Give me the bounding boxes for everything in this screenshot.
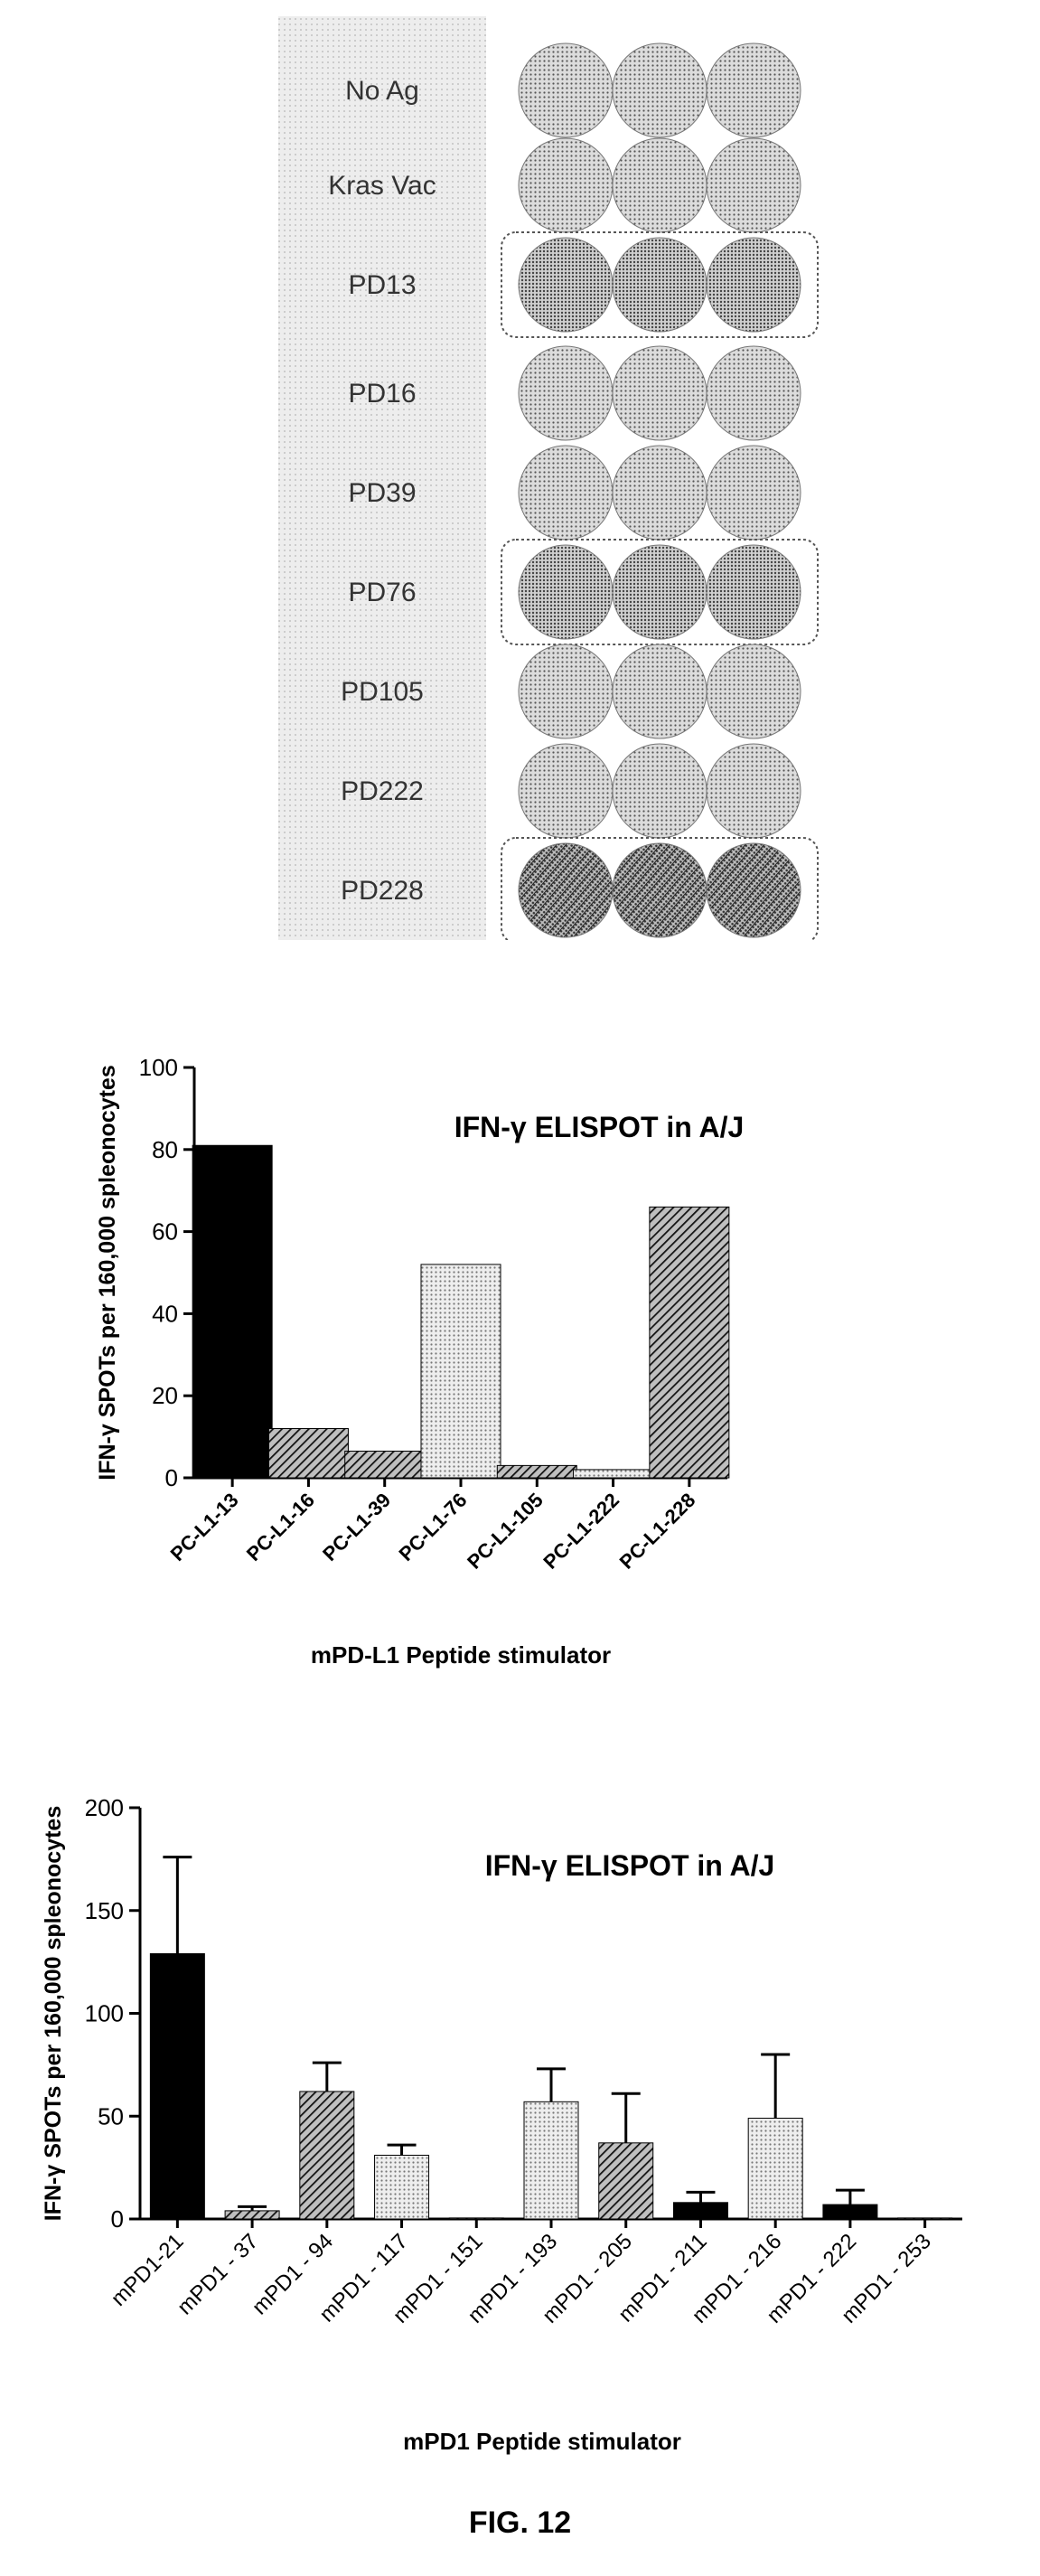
bar	[344, 1450, 426, 1479]
elispot-well	[612, 644, 707, 739]
x-axis-label: mPD-L1 Peptide stimulator	[311, 1641, 611, 1669]
well-row: PD76	[348, 539, 819, 645]
elispot-well	[706, 137, 801, 233]
y-tick-label: 200	[85, 1794, 124, 1821]
well-row: PD13	[348, 231, 819, 338]
bar	[374, 2154, 430, 2220]
chart-title: IFN-γ ELISPOT in A/J	[454, 1111, 745, 1143]
elispot-well	[612, 842, 707, 938]
well-highlight-box	[501, 539, 819, 645]
well-row-label: PD13	[348, 270, 416, 300]
bar	[192, 1144, 273, 1479]
well-row: PD39	[348, 445, 801, 541]
y-tick-label: 20	[152, 1382, 178, 1409]
well-row: PD222	[341, 743, 801, 839]
elispot-well	[518, 743, 614, 839]
elispot-well	[612, 42, 707, 138]
well-row-label: No Ag	[345, 76, 419, 106]
well-row-label: PD105	[341, 677, 424, 707]
elispot-well	[518, 42, 614, 138]
y-tick-label: 100	[85, 2000, 124, 2027]
y-tick-label: 60	[152, 1218, 178, 1246]
elispot-well	[706, 445, 801, 541]
well-highlight-box	[501, 231, 819, 338]
bar	[649, 1206, 730, 1479]
elispot-well	[518, 237, 614, 333]
elispot-well	[518, 842, 614, 938]
elispot-well	[612, 445, 707, 541]
well-row-label: Kras Vac	[328, 171, 436, 201]
y-tick-label: 50	[98, 2102, 124, 2129]
elispot-well	[612, 345, 707, 441]
elispot-well-panel: No Ag Kras Vac PD13 PD16 PD39 PD76 PD105 PD222 P…	[0, 0, 1040, 947]
y-tick-label: 150	[85, 1897, 124, 1924]
bar	[149, 1953, 205, 2220]
x-tick-label: PC-L1-222	[539, 1489, 623, 1574]
elispot-well	[518, 445, 614, 541]
well-row: No Ag	[345, 42, 801, 138]
bar	[420, 1264, 501, 1479]
well-row: PD105	[341, 644, 801, 739]
figure-label: FIG. 12	[468, 2505, 572, 2540]
elispot-well	[518, 644, 614, 739]
elispot-well	[612, 743, 707, 839]
y-tick-label: 100	[139, 1054, 178, 1081]
y-tick-label: 80	[152, 1136, 178, 1163]
y-axis-label: IFN-γ SPOTs per 160,000 spleonocytes	[41, 1806, 66, 2221]
elispot-well	[706, 345, 801, 441]
x-axis-label: mPD1 Peptide stimulator	[403, 2428, 681, 2455]
well-row: PD16	[348, 345, 801, 441]
x-tick-label: PC-L1-105	[463, 1489, 548, 1574]
label-column-bg	[278, 16, 486, 947]
well-row-label: PD39	[348, 478, 416, 508]
well-row-label: PD76	[348, 578, 416, 607]
x-tick-label: PC-L1-39	[318, 1489, 395, 1565]
elispot-well	[706, 644, 801, 739]
bar	[747, 2118, 803, 2220]
bar	[224, 2210, 280, 2220]
x-tick-label: PC-L1-76	[394, 1489, 471, 1565]
elispot-well	[518, 544, 614, 640]
elispot-well	[612, 137, 707, 233]
bar	[672, 2202, 728, 2220]
elispot-well	[706, 237, 801, 333]
chart-pd1-svg: 0 50 100 150 200 IFN-γ SPOTs per 160,000 sple…	[41, 1794, 962, 2455]
elispot-well	[706, 544, 801, 640]
elispot-well	[706, 743, 801, 839]
well-row-label: PD228	[341, 876, 424, 906]
y-axis-label: IFN-γ SPOTs per 160,000 spleonocytes	[95, 1065, 120, 1480]
well-row: Kras Vac	[328, 137, 801, 233]
elispot-well-grid: No Ag Kras Vac PD13 PD16 PD39 PD76 PD105 PD222 P…	[278, 16, 819, 947]
chart-title: IFN-γ ELISPOT in A/J	[485, 1849, 775, 1882]
bar	[448, 2217, 504, 2220]
bar	[822, 2204, 878, 2220]
elispot-well	[612, 544, 707, 640]
y-tick-label: 0	[111, 2205, 124, 2233]
x-tick-label: PC-L1-16	[242, 1489, 319, 1565]
bar	[496, 1464, 577, 1479]
well-row: PD228	[341, 837, 819, 944]
y-tick-label: 40	[152, 1300, 178, 1327]
bar	[267, 1428, 349, 1479]
well-row-label: PD222	[341, 776, 424, 806]
x-tick-label: PC-L1-228	[615, 1489, 700, 1574]
elispot-well	[706, 42, 801, 138]
elispot-well	[612, 237, 707, 333]
elispot-well	[518, 137, 614, 233]
y-tick-label: 0	[165, 1464, 178, 1491]
elispot-well	[518, 345, 614, 441]
elispot-well	[706, 842, 801, 938]
bar	[573, 1469, 654, 1479]
bar	[299, 2091, 355, 2220]
bar	[598, 2142, 654, 2220]
x-tick-label: mPD1 - 37	[173, 2229, 263, 2319]
chart-pdl1-svg: 0 20 40 60 80 100 IFN-γ SPOTs per 160,000 sple…	[95, 1054, 745, 1669]
bar	[523, 2101, 579, 2220]
chart-pd1: 0 50 100 150 200 IFN-γ SPOTs per 160,000 sple…	[0, 1753, 1040, 2499]
well-row-label: PD16	[348, 379, 416, 409]
bar	[897, 2217, 953, 2220]
well-highlight-box	[501, 837, 819, 944]
chart-pdl1: 0 20 40 60 80 100 IFN-γ SPOTs per 160,000 sple…	[0, 985, 1040, 1731]
x-tick-label: PC-L1-13	[166, 1489, 243, 1565]
